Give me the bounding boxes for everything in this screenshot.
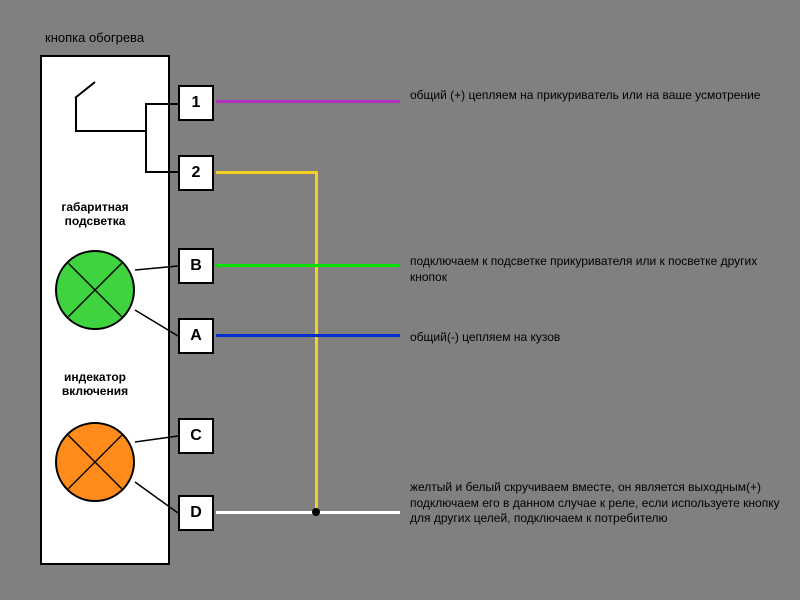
switch-h [75,130,147,132]
switch-to-pin2 [145,171,178,173]
switch-v2 [145,103,147,130]
wire-purple [216,100,400,103]
wire-yellow-h [216,171,318,174]
bulb-label-2: индекатор включения [35,370,155,398]
wire-yellow-v [315,171,318,514]
pin-C: C [178,418,214,454]
desc-3: общий(-) цепляем на кузов [410,330,790,346]
bulb-orange [55,422,135,502]
desc-2: подключаем к подсветке прикуривателя или… [410,254,790,285]
pin-D: D [178,495,214,531]
pin-2: 2 [178,155,214,191]
switch-break [70,78,100,103]
wire-green [216,264,400,267]
wire-blue [216,334,400,337]
diagram-title: кнопка обогрева [45,30,144,45]
bulb-label-1: габаритная подсветка [35,200,155,228]
switch-v2-down [145,130,147,173]
desc-1: общий (+) цепляем на прикуриватель или н… [410,88,790,104]
pin-1: 1 [178,85,214,121]
wire-junction [312,508,320,516]
switch-to-pin1 [145,103,178,105]
pin-A: A [178,318,214,354]
bulb-green [55,250,135,330]
wire-white [216,511,400,514]
pin-B: B [178,248,214,284]
desc-4: желтый и белый скручиваем вместе, он явл… [410,480,790,527]
